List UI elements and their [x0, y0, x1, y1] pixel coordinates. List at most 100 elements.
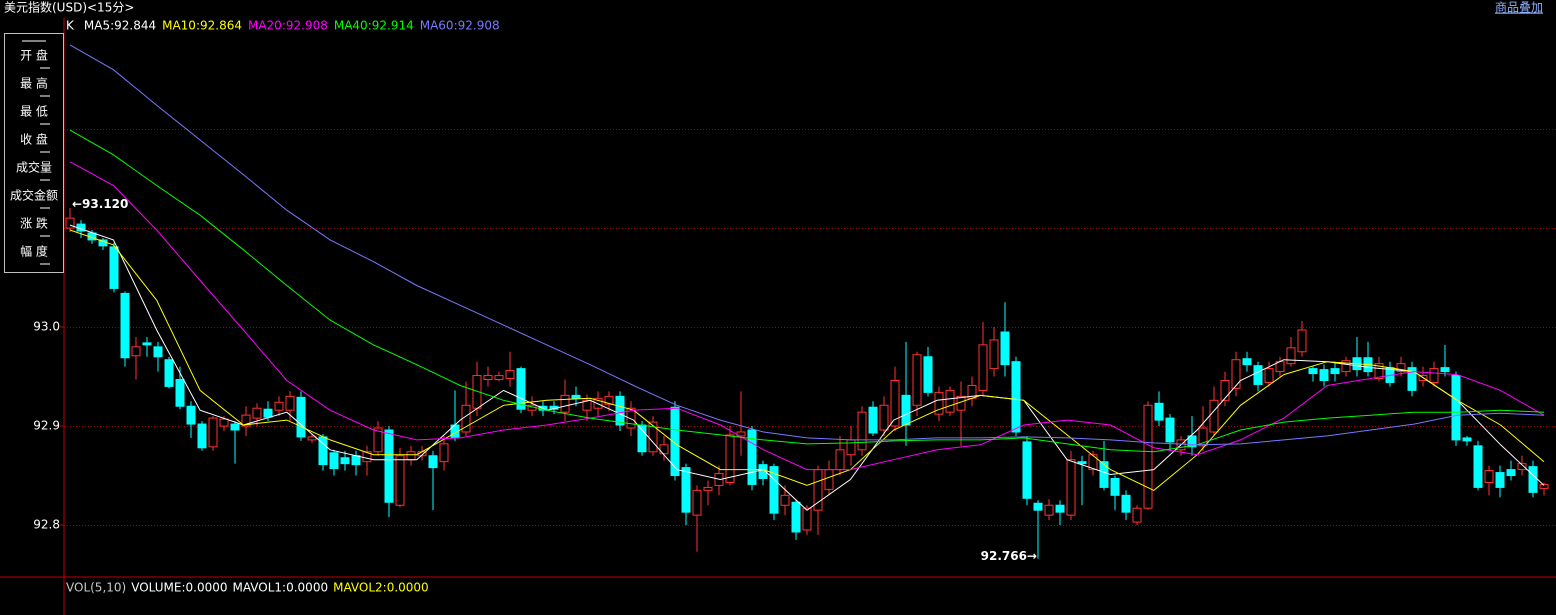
candle-body — [494, 375, 504, 381]
candle-body — [1308, 368, 1318, 375]
candle-body — [868, 406, 878, 434]
candle-body — [296, 396, 306, 438]
menu-item: 收 盘 — [20, 132, 48, 147]
candle-body — [824, 469, 834, 490]
candle-body — [1132, 507, 1142, 523]
candle-body — [1440, 367, 1450, 373]
candle-body — [857, 411, 867, 451]
candle-body — [890, 380, 900, 427]
candle-body — [65, 217, 75, 229]
candle-body — [1154, 402, 1164, 421]
legend-entry: MA40:92.914 — [334, 19, 414, 33]
candle-body — [340, 457, 350, 465]
candle-body — [1253, 365, 1263, 385]
ma-line — [69, 161, 1545, 471]
ma-line — [69, 129, 1545, 453]
candle-body — [1220, 380, 1230, 401]
menu-item: 成交量 — [16, 160, 52, 175]
candle-body — [1473, 445, 1483, 488]
candle-body — [1044, 504, 1054, 516]
candle-body — [791, 501, 801, 533]
candle-body — [725, 434, 735, 483]
candle-body — [681, 467, 691, 513]
max-annotation: ←93.120 — [72, 197, 128, 211]
candle-body — [1286, 347, 1296, 365]
candle-body — [1517, 463, 1527, 471]
candle-body — [989, 339, 999, 370]
candle-body — [373, 427, 383, 453]
candle-body — [1198, 427, 1208, 447]
candle-body — [384, 429, 394, 503]
legend-entry: MA20:92.908 — [248, 19, 328, 33]
candle-body — [604, 395, 614, 405]
candle-body — [1451, 375, 1461, 441]
candle-body — [1528, 466, 1538, 493]
candle-body — [1341, 360, 1351, 373]
volume-label: VOL(5,10) — [66, 581, 126, 595]
candle-body — [1484, 470, 1494, 483]
candle-body — [879, 404, 889, 431]
candle-body — [846, 439, 856, 456]
candle-body — [1209, 399, 1219, 433]
candle-body — [1066, 459, 1076, 516]
overlay-link[interactable]: 商品叠加 — [1495, 0, 1543, 15]
candle-body — [274, 401, 284, 411]
menu-box — [4, 33, 64, 273]
candle-body — [1374, 363, 1384, 380]
window-title: 美元指数(USD)<15分> — [4, 0, 134, 15]
candle-body — [351, 455, 361, 466]
candle-body — [582, 399, 592, 411]
candle-body — [626, 407, 636, 429]
menu-item: 涨 跌 — [20, 216, 48, 231]
candle-body — [1319, 369, 1329, 382]
candle-body — [230, 423, 240, 431]
candle-body — [395, 455, 405, 506]
ma-line — [69, 229, 1545, 491]
candle-body — [1121, 494, 1131, 513]
candle-body — [406, 451, 416, 461]
y-tick-label: 92.9 — [33, 419, 60, 433]
candle-body — [153, 346, 163, 358]
candle-body — [747, 429, 757, 485]
candle-body — [780, 494, 790, 506]
candle-body — [769, 466, 779, 514]
candle-body — [1462, 437, 1472, 442]
candle-body — [1242, 358, 1252, 366]
candle-body — [1407, 367, 1417, 391]
candle-body — [802, 507, 812, 531]
candle-body — [934, 391, 944, 415]
legend-entry: MA60:92.908 — [420, 19, 500, 33]
candle-body — [483, 375, 493, 381]
menu-item: 开 盘 — [20, 48, 48, 63]
candle-body — [1429, 368, 1439, 383]
candle-body — [1055, 504, 1065, 513]
candle-body — [285, 395, 295, 411]
menu-item: 幅 度 — [20, 244, 48, 259]
candle-body — [692, 489, 702, 516]
candle-body — [1088, 454, 1098, 471]
candle-body — [648, 421, 658, 453]
candle-body — [1187, 435, 1197, 448]
candle-body — [362, 451, 372, 463]
candle-body — [175, 379, 185, 407]
candle-body — [1022, 441, 1032, 499]
candle-body — [1110, 478, 1120, 496]
candle-body — [428, 455, 438, 469]
candle-body — [1264, 368, 1274, 383]
candle-body — [659, 444, 669, 455]
candle-body — [1506, 469, 1516, 477]
candle-body — [109, 246, 119, 289]
volume-label: MAVOL1:0.0000 — [233, 581, 329, 595]
candle-body — [505, 370, 515, 380]
candle-body — [1165, 417, 1175, 443]
candle-body — [252, 407, 262, 419]
candle-body — [131, 346, 141, 357]
candle-body — [1539, 483, 1549, 489]
legend-prefix: K — [66, 19, 75, 33]
candle-body — [516, 368, 526, 410]
candle-body — [1143, 404, 1153, 509]
candle-body — [1330, 368, 1340, 375]
menu-item: 成交金额 — [10, 188, 58, 203]
